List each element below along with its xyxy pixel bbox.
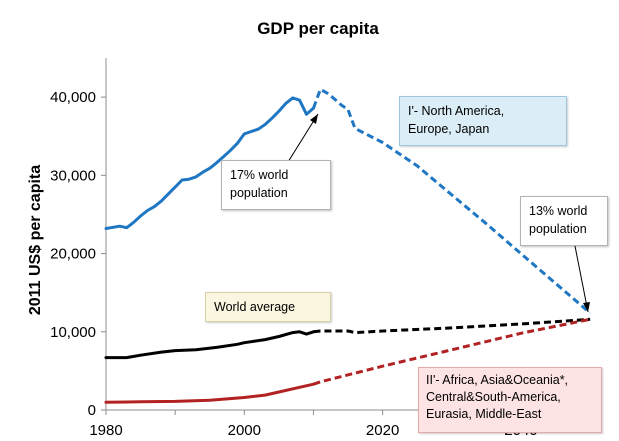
world-average-text: World average bbox=[214, 300, 296, 314]
group2-label-line2: Central&South-America, bbox=[426, 390, 561, 404]
y-tick-label: 30,000 bbox=[50, 167, 96, 184]
arrow-13pct-head bbox=[583, 302, 590, 312]
series-2-historical-line bbox=[104, 330, 315, 360]
group1-label-line2: Europe, Japan bbox=[408, 122, 490, 136]
series-2-projection-line bbox=[313, 317, 591, 335]
y-tick-label: 20,000 bbox=[50, 246, 96, 263]
pop13-line1: 13% world bbox=[529, 204, 588, 218]
series-3-historical-line bbox=[104, 382, 315, 404]
pop17-line2: population bbox=[230, 186, 288, 200]
group1-label-line1: I'- North America, bbox=[408, 104, 505, 118]
y-axis-label: 2011 US$ per capita bbox=[27, 165, 44, 315]
annotation-arrows bbox=[287, 113, 590, 313]
y-tick-label: 40,000 bbox=[50, 89, 96, 106]
series-1-historical-line bbox=[104, 96, 315, 230]
chart-title: GDP per capita bbox=[257, 19, 379, 38]
x-tick-label: 2000 bbox=[228, 422, 261, 439]
series-3 bbox=[104, 317, 591, 404]
pop17-callout: 17% world population bbox=[221, 160, 331, 210]
pop13-callout: 13% world population bbox=[520, 196, 608, 246]
x-tick-label: 1980 bbox=[89, 422, 122, 439]
series-2 bbox=[104, 317, 591, 360]
world-average-label: World average bbox=[205, 292, 331, 322]
pop17-line1: 17% world bbox=[230, 168, 289, 182]
group2-label-box: II'- Africa, Asia&Oceania*, Central&Sout… bbox=[418, 367, 602, 433]
x-tick-label: 2020 bbox=[366, 422, 399, 439]
series-1 bbox=[104, 87, 592, 315]
pop13-line2: population bbox=[529, 222, 587, 236]
y-tick-label: 0 bbox=[88, 402, 96, 419]
group1-label-box: I'- North America, Europe, Japan bbox=[399, 96, 567, 146]
group2-label-line1: II'- Africa, Asia&Oceania*, bbox=[426, 373, 569, 387]
series-layer bbox=[104, 87, 592, 404]
arrow-13pct bbox=[574, 245, 589, 313]
group2-label-line3: Eurasia, Middle-East bbox=[426, 407, 542, 421]
y-tick-label: 10,000 bbox=[50, 324, 96, 341]
series-1-projection-line bbox=[312, 87, 592, 315]
arrow-17pct-head bbox=[310, 114, 318, 124]
series-3-projection-line bbox=[313, 317, 591, 386]
